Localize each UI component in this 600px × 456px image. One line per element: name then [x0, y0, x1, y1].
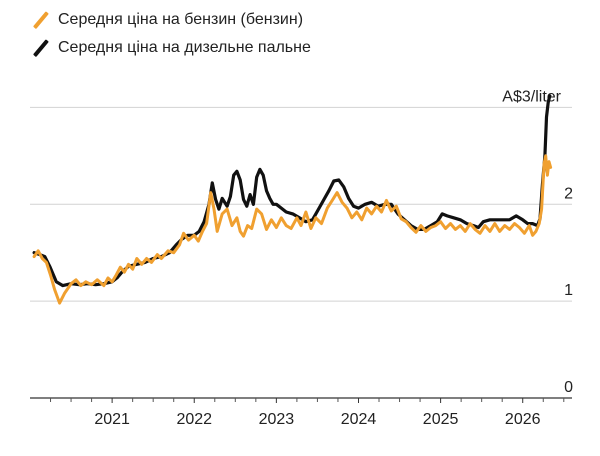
x-tick-label-2: 2023 [259, 411, 295, 428]
legend-item-diesel: Середня ціна на дизельне пальне [34, 34, 311, 62]
y-tick-label-0: 0 [564, 379, 573, 396]
series-line-petrol [32, 154, 553, 305]
legend-label-petrol: Середня ціна на бензин (бензин) [58, 11, 304, 28]
y-tick-label-2: 2 [564, 185, 573, 202]
y-tick-label-1: 1 [564, 282, 573, 299]
x-tick-label-3: 2024 [341, 411, 377, 428]
x-tick-label-5: 2026 [505, 411, 541, 428]
legend: Середня ціна на бензин (бензин) Середня … [34, 6, 311, 62]
legend-label-diesel: Середня ціна на дизельне пальне [58, 39, 311, 56]
series-line-diesel [32, 94, 552, 288]
x-tick-label-4: 2025 [423, 411, 459, 428]
x-tick-label-1: 2022 [176, 411, 212, 428]
x-tick-label-0: 2021 [94, 411, 130, 428]
y-tick-label-3: A$3/liter [502, 88, 561, 105]
legend-item-petrol: Середня ціна на бензин (бензин) [34, 6, 311, 34]
